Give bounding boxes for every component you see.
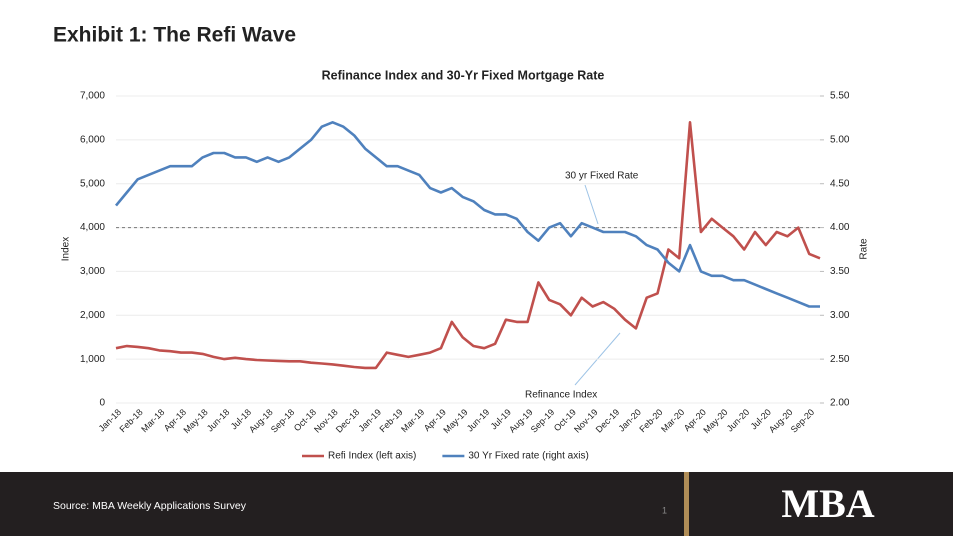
x-tick-label: May-20 xyxy=(701,407,729,435)
y-tick-label: 2,000 xyxy=(80,310,105,321)
y2-tick-label: 5.50 xyxy=(830,91,850,102)
x-tick-label: May-19 xyxy=(441,407,469,435)
legend-label: 30 Yr Fixed rate (right axis) xyxy=(468,451,588,462)
y2-tick-label: 3.50 xyxy=(830,266,850,277)
y2-axis-title: Rate xyxy=(859,238,870,260)
legend-label: Refi Index (left axis) xyxy=(328,451,416,462)
footer-band xyxy=(0,472,953,536)
y2-tick-label: 2.00 xyxy=(830,398,850,409)
y2-tick-label: 2.50 xyxy=(830,354,850,365)
logo: MBA xyxy=(781,481,874,526)
series-line xyxy=(115,121,821,370)
x-tick-label: Mar-20 xyxy=(659,407,686,434)
x-tick-label: Mar-19 xyxy=(399,407,426,434)
page-title: Exhibit 1: The Refi Wave xyxy=(53,24,296,47)
y-tick-label: 4,000 xyxy=(80,222,105,233)
annotation: Refinance Index xyxy=(525,390,597,401)
x-tick-label: Jun-20 xyxy=(725,407,752,434)
annotation: 30 yr Fixed Rate xyxy=(565,171,639,182)
source-note: Source: MBA Weekly Applications Survey xyxy=(53,500,247,512)
x-tick-label: Mar-18 xyxy=(139,407,166,434)
x-tick-label: Feb-20 xyxy=(637,407,664,434)
y2-tick-label: 3.00 xyxy=(830,310,850,321)
x-tick-label: May-18 xyxy=(181,407,209,435)
y-tick-label: 5,000 xyxy=(80,178,105,189)
y2-tick-label: 5.00 xyxy=(830,134,850,145)
y-tick-label: 6,000 xyxy=(80,134,105,145)
x-tick-label: Sep-19 xyxy=(529,407,557,435)
chart-title: Refinance Index and 30-Yr Fixed Mortgage… xyxy=(322,68,605,82)
y-tick-label: 1,000 xyxy=(80,354,105,365)
legend: Refi Index (left axis) 30 Yr Fixed rate (… xyxy=(302,451,589,462)
x-tick-label: Feb-18 xyxy=(118,407,145,434)
y2-tick-label: 4.50 xyxy=(830,178,850,189)
y-tick-label: 7,000 xyxy=(80,91,105,102)
page-number: 1 xyxy=(662,505,667,515)
x-tick-label: Dec-18 xyxy=(334,407,362,435)
x-tick-label: Feb-19 xyxy=(377,407,404,434)
y-axis-title: Index xyxy=(61,237,72,261)
series-line xyxy=(114,121,820,308)
x-tick-label: Sep-20 xyxy=(789,407,817,435)
divider xyxy=(684,472,689,536)
x-tick-label: Dec-19 xyxy=(594,407,622,435)
y-tick-label: 0 xyxy=(99,398,105,409)
x-tick-label: Jun-19 xyxy=(465,407,492,434)
y2-tick-label: 4.00 xyxy=(830,222,850,233)
y-tick-label: 3,000 xyxy=(80,266,105,277)
x-tick-label: Sep-18 xyxy=(269,407,297,435)
annotation-leader xyxy=(584,184,599,225)
x-tick-label: Jun-18 xyxy=(205,407,232,434)
